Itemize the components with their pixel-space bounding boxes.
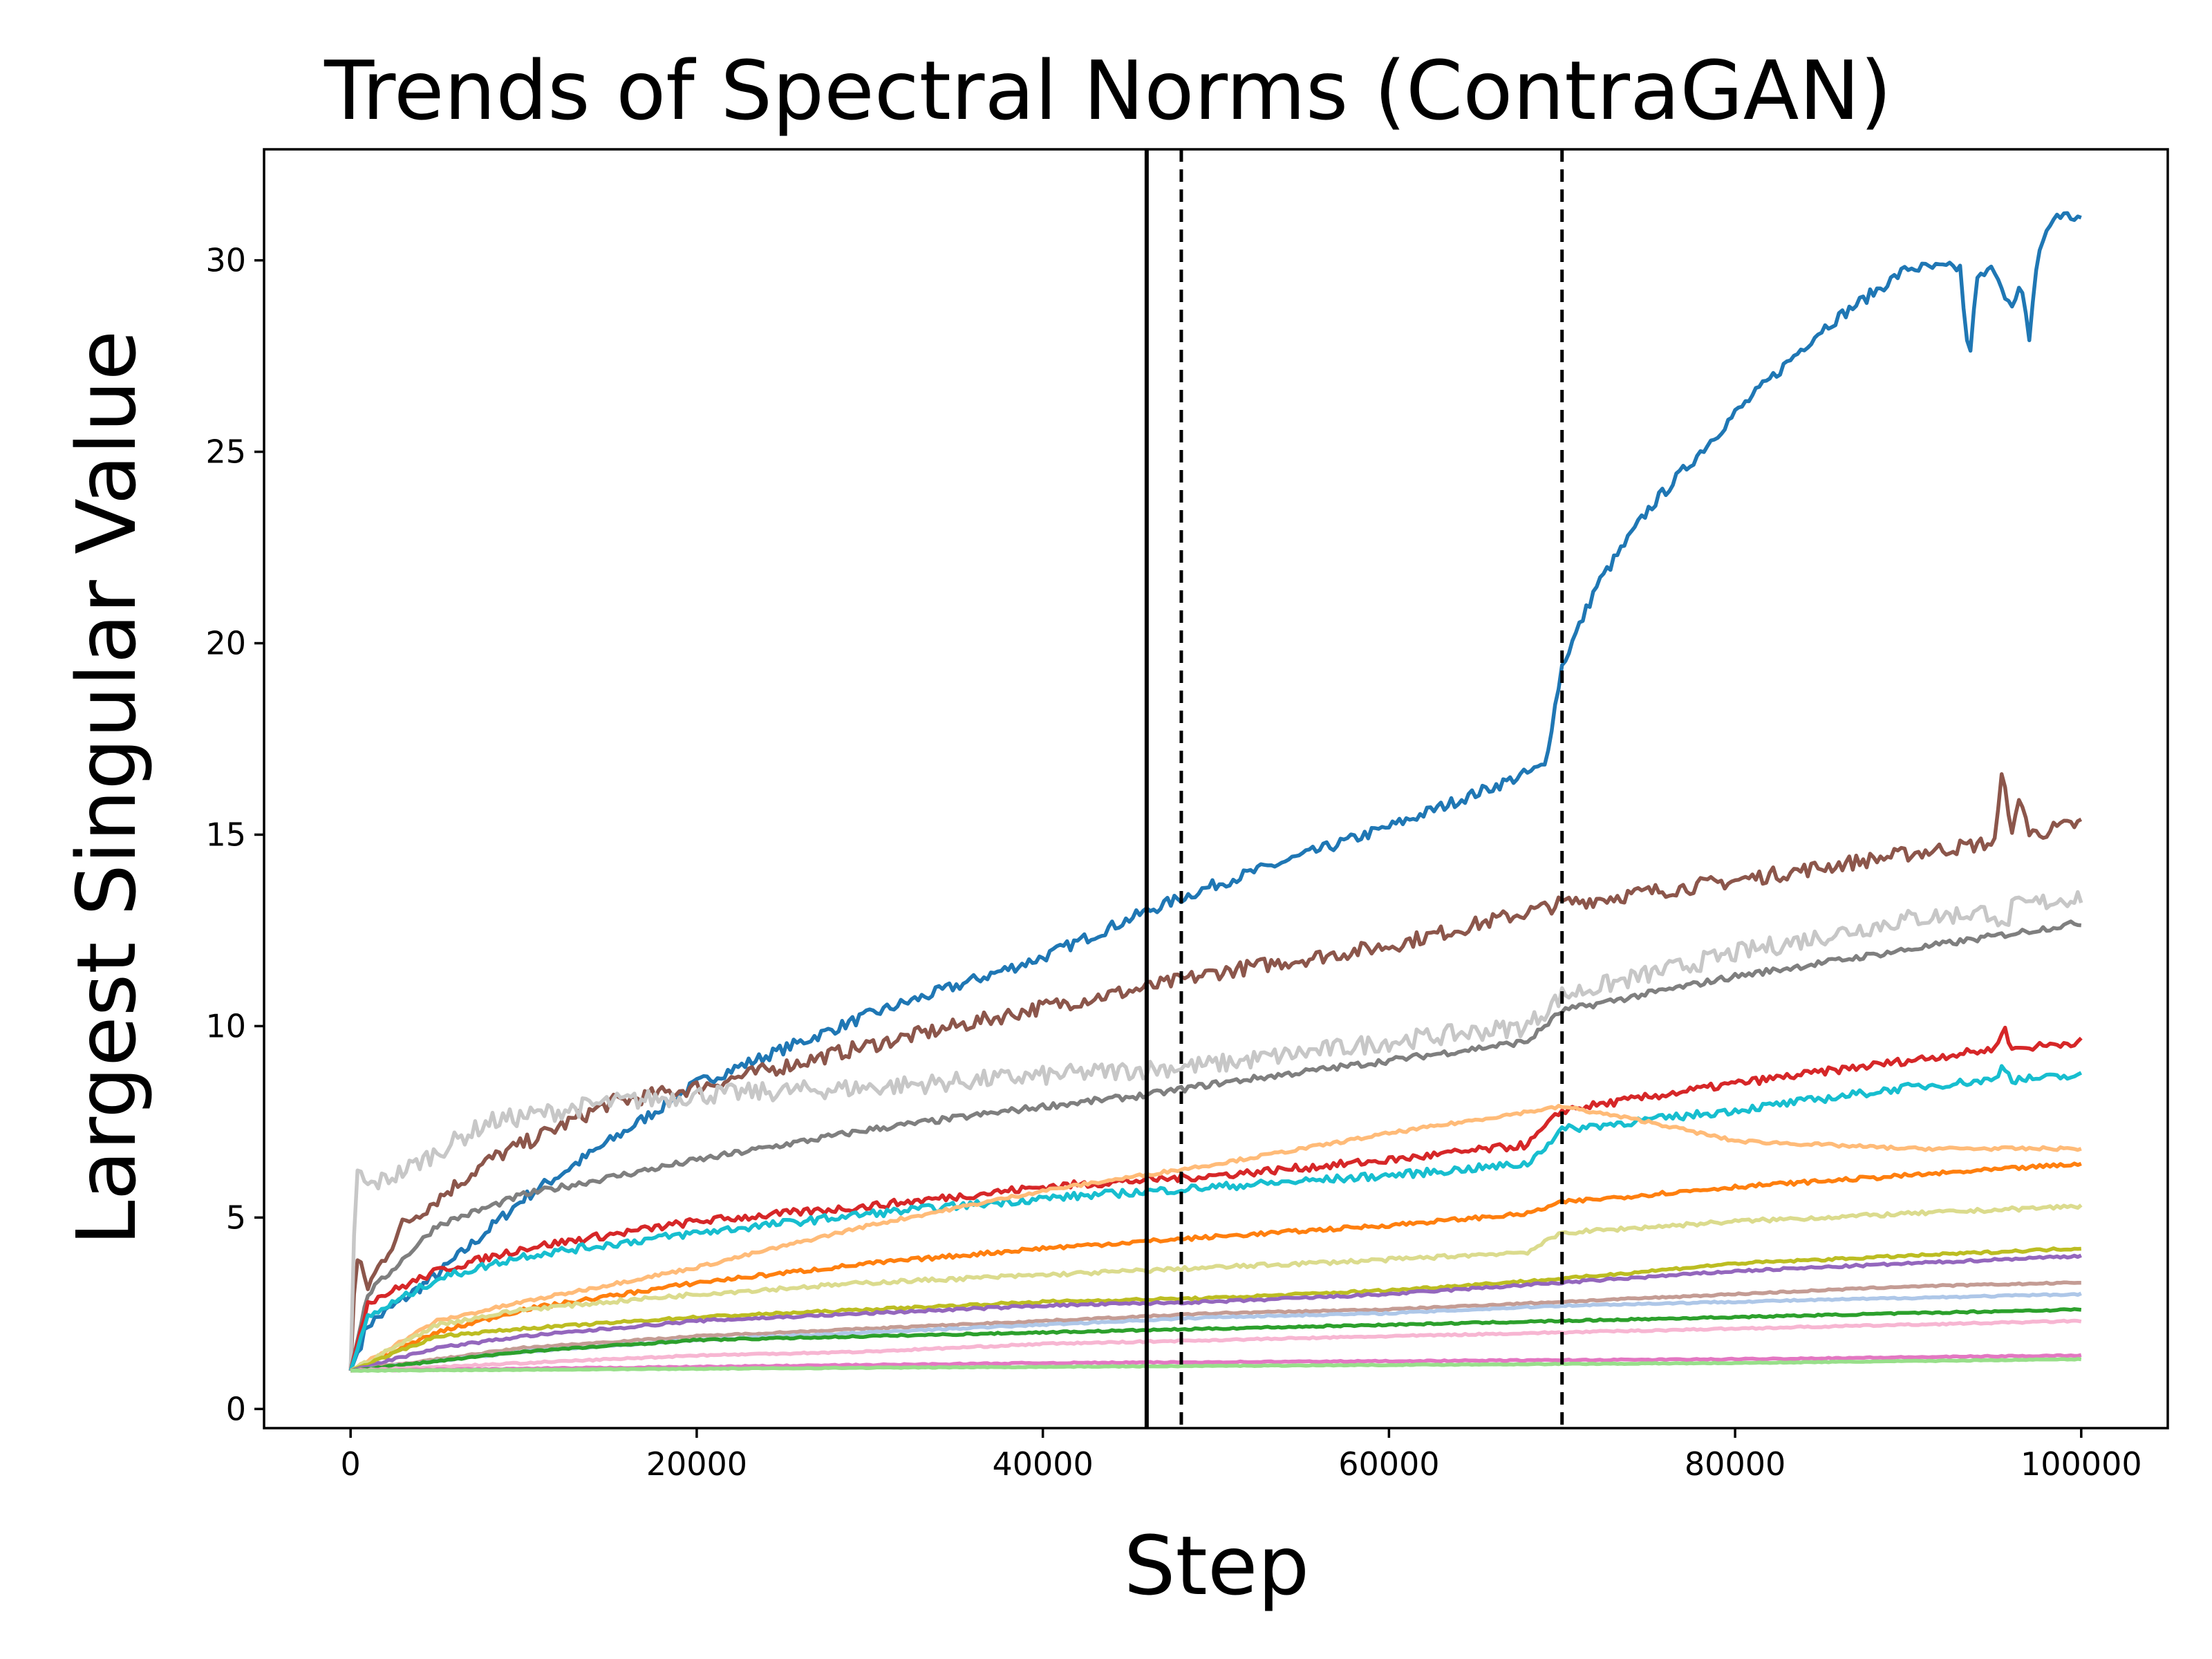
vline-layer [1144, 149, 1564, 1428]
x-tick-label: 60000 [1338, 1445, 1439, 1483]
series-line-4 [348, 919, 2082, 1371]
y-tick-label: 30 [205, 242, 246, 279]
series-line-9 [349, 1203, 2083, 1373]
x-tick-label: 40000 [992, 1445, 1093, 1483]
y-tick-label: 0 [226, 1390, 246, 1427]
series-line-14 [350, 1307, 2082, 1373]
series-line-12 [350, 1280, 2081, 1373]
x-tick-label: 0 [341, 1445, 361, 1483]
series-line-8 [350, 1161, 2082, 1373]
x-tick-label: 100000 [2021, 1445, 2142, 1483]
series-line-10 [350, 1246, 2081, 1373]
x-tick-label: 80000 [1685, 1445, 1785, 1483]
series-line-1 [348, 211, 2082, 1371]
y-tick-label: 25 [205, 433, 246, 471]
x-axis-label: Step [1124, 1518, 1310, 1613]
series-layer [348, 211, 2083, 1374]
y-tick-label: 15 [205, 816, 246, 853]
plot-frame [263, 148, 2169, 1430]
series-line-5 [348, 1025, 2083, 1371]
y-axis-label: Largest Singular Value [59, 330, 154, 1246]
tick-layer: 0 20000 40000 60000 80000 100000 0 5 10 15 20 25 30 [205, 242, 2141, 1483]
series-line-3 [348, 890, 2083, 1371]
y-tick-label: 10 [205, 1007, 246, 1044]
series-line-7 [349, 1103, 2082, 1373]
series-line-17 [350, 1357, 2082, 1374]
y-tick-label: 5 [226, 1199, 246, 1236]
series-line-6 [348, 1064, 2083, 1371]
y-tick-label: 20 [205, 625, 246, 662]
x-tick-label: 20000 [646, 1445, 747, 1483]
series-line-11 [350, 1253, 2082, 1373]
series-line-15 [350, 1318, 2082, 1373]
chart-title: Trends of Spectral Norms (ContraGAN) [324, 43, 1892, 138]
